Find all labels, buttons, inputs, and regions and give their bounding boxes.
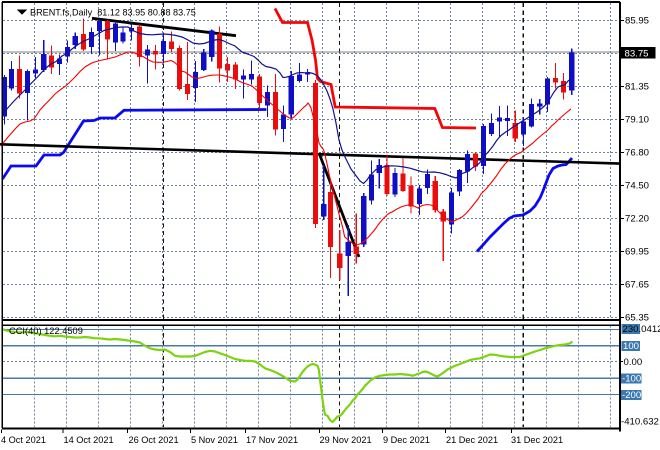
svg-text:17 Nov 2021: 17 Nov 2021 [246,435,298,445]
svg-text:85.95: 85.95 [625,16,649,27]
svg-text:0.00: 0.00 [624,357,643,368]
svg-text:-410.632: -410.632 [621,417,659,428]
svg-text:79.10: 79.10 [625,115,649,126]
svg-text:67.65: 67.65 [625,280,649,291]
svg-text:14 Oct 2021: 14 Oct 2021 [64,435,114,445]
svg-text:BRENT.fs,Daily 81.12 83.95 80: BRENT.fs,Daily 81.12 83.95 80.88 83.75 [30,8,196,18]
svg-text:21 Dec 2021: 21 Dec 2021 [446,435,498,445]
svg-text:72.20: 72.20 [625,214,649,225]
svg-text:-100: -100 [622,373,641,384]
svg-text:65.35: 65.35 [625,313,649,324]
svg-text:76.80: 76.80 [625,148,649,159]
svg-text:74.50: 74.50 [625,181,649,192]
svg-text:5 Nov 2021: 5 Nov 2021 [191,435,238,445]
svg-text:81.35: 81.35 [625,82,649,93]
svg-text:CCI(40) 122.4509: CCI(40) 122.4509 [9,326,83,336]
svg-text:69.95: 69.95 [625,247,649,258]
svg-text:26 Oct 2021: 26 Oct 2021 [129,435,179,445]
svg-text:-200: -200 [622,390,641,401]
svg-text:9 Dec 2021: 9 Dec 2021 [383,435,430,445]
svg-text:29 Nov 2021: 29 Nov 2021 [320,435,372,445]
svg-text:100: 100 [623,341,639,352]
svg-text:4 Oct 2021: 4 Oct 2021 [1,435,46,445]
svg-text:31 Dec 2021: 31 Dec 2021 [511,435,563,445]
svg-text:83.75: 83.75 [625,48,649,59]
svg-text:230.0412: 230.0412 [623,324,660,335]
